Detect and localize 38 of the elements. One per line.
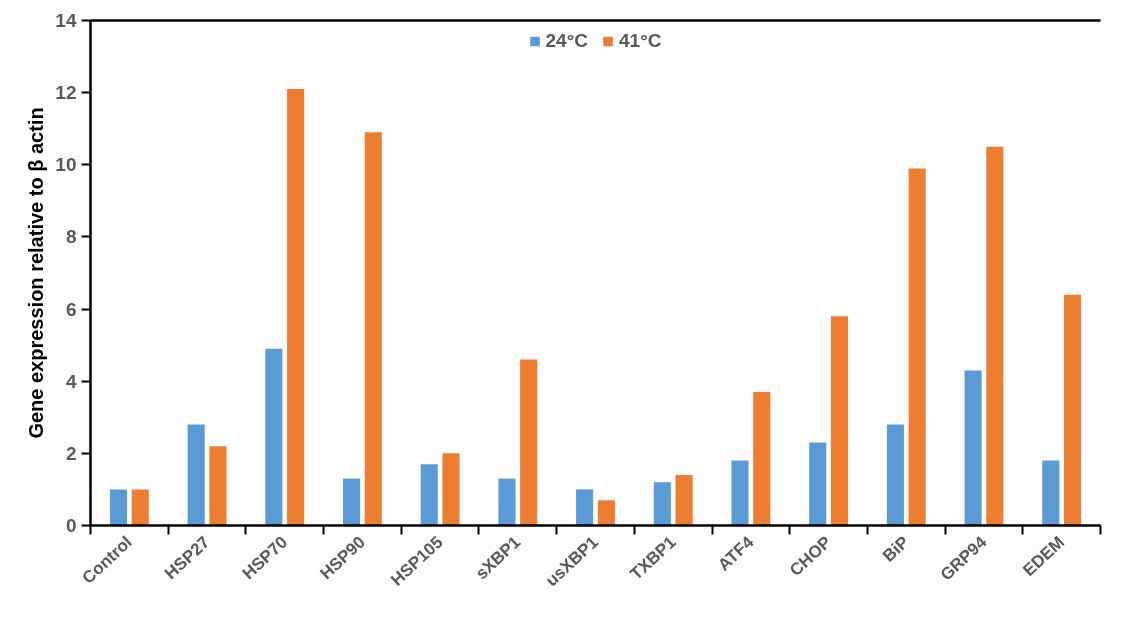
y-tick-label: 8 [65, 226, 77, 248]
bar [753, 392, 771, 526]
bar [209, 446, 227, 526]
y-axis-title: Gene expression relative to β actin [25, 107, 48, 439]
bar [498, 478, 516, 526]
y-tick-label: 0 [65, 515, 77, 536]
bar [986, 146, 1004, 526]
bar [653, 482, 671, 526]
legend-label: 24°C [545, 30, 588, 52]
y-tick-label: 4 [65, 370, 77, 392]
bar [520, 359, 538, 526]
bar [964, 370, 982, 526]
bar [886, 424, 904, 526]
y-tick-label: 10 [55, 154, 77, 176]
bar [187, 424, 205, 526]
bar [1042, 460, 1060, 526]
bar [597, 500, 615, 526]
bar [830, 316, 848, 526]
y-tick-label: 14 [55, 10, 77, 31]
bar [131, 489, 149, 526]
bar [731, 460, 749, 526]
y-tick-label: 12 [55, 82, 77, 104]
bar [442, 453, 460, 526]
bar [809, 442, 827, 526]
bar [908, 168, 926, 526]
legend-label: 41°C [619, 30, 662, 52]
bar [343, 478, 361, 526]
x-tick-label: BiP [879, 532, 913, 566]
bar [364, 132, 382, 526]
bar [109, 489, 128, 526]
bar [265, 348, 283, 526]
y-tick-label: 2 [65, 442, 77, 464]
y-tick-label: 6 [65, 298, 77, 320]
bar [675, 475, 693, 526]
bar [1063, 294, 1082, 526]
bar [576, 489, 594, 526]
bar [287, 89, 305, 526]
bar [420, 464, 438, 526]
